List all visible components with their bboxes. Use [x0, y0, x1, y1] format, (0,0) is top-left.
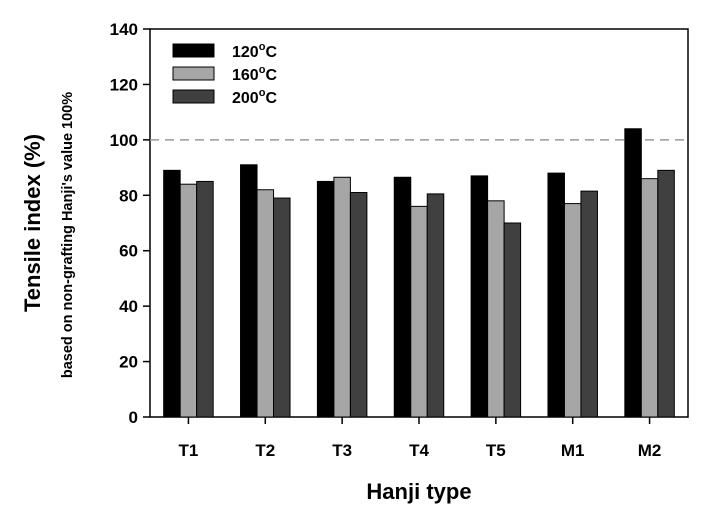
- bar-t1-200: [196, 180, 214, 418]
- bar-t5-200: [503, 222, 522, 418]
- y-tick-label: 20: [119, 353, 138, 372]
- y-tick-label: 0: [129, 408, 138, 427]
- legend-label-200: 200oC: [232, 87, 277, 107]
- x-tick-label-m1: M1: [561, 441, 585, 460]
- y-axis-subtitle: based on non-grafting Hanji's value 100%: [60, 92, 76, 378]
- y-tick-label: 40: [119, 297, 138, 316]
- bar-t4-160: [410, 205, 428, 418]
- x-tick-label-t2: T2: [255, 441, 275, 460]
- bar-m1-200: [580, 190, 598, 418]
- bar-m2-160: [640, 178, 659, 418]
- legend-swatch-160: [172, 66, 215, 81]
- bar-m2-200: [657, 169, 675, 418]
- bar-t3-200: [349, 192, 368, 418]
- y-tick-label: 60: [119, 242, 138, 261]
- bar-t2-160: [256, 189, 275, 418]
- y-tick-label: 120: [110, 75, 138, 94]
- legend-label-120: 120oC: [232, 41, 277, 61]
- x-tick-label-t3: T3: [332, 441, 352, 460]
- y-axis-title: Tensile index (%): [20, 134, 45, 312]
- bar-m1-120: [547, 172, 565, 418]
- bar-t1-120: [163, 169, 181, 418]
- bar-t2-120: [240, 164, 258, 418]
- bar-t4-120: [393, 176, 412, 418]
- x-tick-label-t4: T4: [409, 441, 429, 460]
- bar-t5-120: [470, 175, 489, 418]
- bar-m1-160: [563, 203, 582, 418]
- legend-label-160: 160oC: [232, 64, 277, 84]
- x-tick-label-m2: M2: [638, 441, 662, 460]
- y-tick-label: 140: [110, 20, 138, 39]
- bar-t5-160: [487, 200, 505, 418]
- x-tick-label-t5: T5: [486, 441, 506, 460]
- bar-m2-120: [624, 128, 642, 418]
- bar-t1-160: [179, 183, 198, 418]
- bar-t2-200: [273, 197, 291, 418]
- legend-swatch-200: [172, 89, 215, 104]
- bar-t3-120: [316, 180, 335, 418]
- x-tick-label-t1: T1: [179, 441, 199, 460]
- x-axis-title: Hanji type: [366, 479, 471, 504]
- legend-swatch-120: [172, 43, 215, 58]
- legend: 120oC 160oC 200oC: [172, 41, 277, 107]
- y-tick-label: 100: [110, 131, 138, 150]
- bar-t3-160: [333, 176, 351, 418]
- bar-t4-200: [426, 193, 445, 418]
- y-tick-label: 80: [119, 186, 138, 205]
